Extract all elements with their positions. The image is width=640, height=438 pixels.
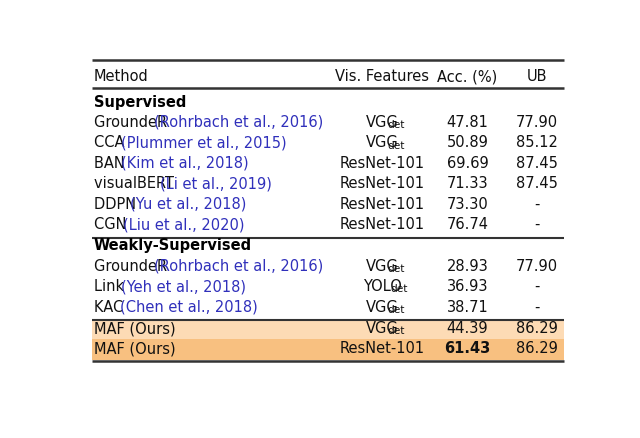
Text: VGG: VGG: [366, 259, 399, 274]
Text: DDPN: DDPN: [94, 197, 141, 212]
Text: UB: UB: [527, 69, 547, 84]
Text: det: det: [387, 326, 405, 336]
Text: det: det: [387, 120, 405, 130]
Text: 73.30: 73.30: [447, 197, 488, 212]
Text: YOLO: YOLO: [363, 279, 402, 294]
Text: VGG: VGG: [366, 300, 399, 314]
Text: 77.90: 77.90: [516, 259, 558, 274]
Text: 76.74: 76.74: [447, 217, 488, 232]
Text: 87.45: 87.45: [516, 176, 558, 191]
Text: det: det: [387, 141, 405, 151]
Text: 36.93: 36.93: [447, 279, 488, 294]
Text: -: -: [534, 217, 540, 232]
Bar: [92, 319, 564, 339]
Text: 86.29: 86.29: [516, 321, 558, 336]
Text: ResNet-101: ResNet-101: [340, 176, 425, 191]
Text: ResNet-101: ResNet-101: [340, 342, 425, 357]
Text: 87.45: 87.45: [516, 156, 558, 171]
Text: MAF (Ours): MAF (Ours): [94, 342, 175, 357]
Text: Link: Link: [94, 279, 129, 294]
Text: (Li et al., 2019): (Li et al., 2019): [159, 176, 271, 191]
Text: BAN: BAN: [94, 156, 129, 171]
Text: 50.89: 50.89: [447, 135, 488, 150]
Text: CCA: CCA: [94, 135, 129, 150]
Text: Acc. (%): Acc. (%): [437, 69, 498, 84]
Text: Vis. Features: Vis. Features: [335, 69, 429, 84]
Text: ResNet-101: ResNet-101: [340, 197, 425, 212]
Text: ResNet-101: ResNet-101: [340, 217, 425, 232]
Text: GroundeR: GroundeR: [94, 115, 172, 130]
Text: CGN: CGN: [94, 217, 131, 232]
Text: GroundeR: GroundeR: [94, 259, 172, 274]
Text: VGG: VGG: [366, 321, 399, 336]
Text: 44.39: 44.39: [447, 321, 488, 336]
Text: 85.12: 85.12: [516, 135, 558, 150]
Text: 61.43: 61.43: [444, 342, 491, 357]
Text: det: det: [387, 264, 405, 274]
Text: (Liu et al., 2020): (Liu et al., 2020): [123, 217, 244, 232]
Text: Supervised: Supervised: [94, 95, 186, 110]
Text: -: -: [534, 300, 540, 314]
Text: VGG: VGG: [366, 115, 399, 130]
Text: visualBERT: visualBERT: [94, 176, 179, 191]
Text: VGG: VGG: [366, 135, 399, 150]
Text: Method: Method: [94, 69, 148, 84]
Text: (Yeh et al., 2018): (Yeh et al., 2018): [121, 279, 246, 294]
Text: (Kim et al., 2018): (Kim et al., 2018): [122, 156, 249, 171]
Text: ResNet-101: ResNet-101: [340, 156, 425, 171]
Text: 38.71: 38.71: [447, 300, 488, 314]
Text: -: -: [534, 279, 540, 294]
Text: (Rohrbach et al., 2016): (Rohrbach et al., 2016): [154, 115, 323, 130]
Text: det: det: [387, 305, 405, 315]
Text: Weakly-Supervised: Weakly-Supervised: [94, 238, 252, 254]
Text: det: det: [390, 284, 408, 294]
Text: (Chen et al., 2018): (Chen et al., 2018): [120, 300, 258, 314]
Text: (Yu et al., 2018): (Yu et al., 2018): [130, 197, 246, 212]
Text: 71.33: 71.33: [447, 176, 488, 191]
Text: MAF (Ours): MAF (Ours): [94, 321, 175, 336]
Text: -: -: [534, 197, 540, 212]
Text: 77.90: 77.90: [516, 115, 558, 130]
Text: (Plummer et al., 2015): (Plummer et al., 2015): [121, 135, 287, 150]
Text: 86.29: 86.29: [516, 342, 558, 357]
Text: 47.81: 47.81: [447, 115, 488, 130]
Text: KAC: KAC: [94, 300, 128, 314]
Text: 28.93: 28.93: [447, 259, 488, 274]
Text: (Rohrbach et al., 2016): (Rohrbach et al., 2016): [154, 259, 323, 274]
Text: 69.69: 69.69: [447, 156, 488, 171]
Bar: [92, 339, 564, 360]
